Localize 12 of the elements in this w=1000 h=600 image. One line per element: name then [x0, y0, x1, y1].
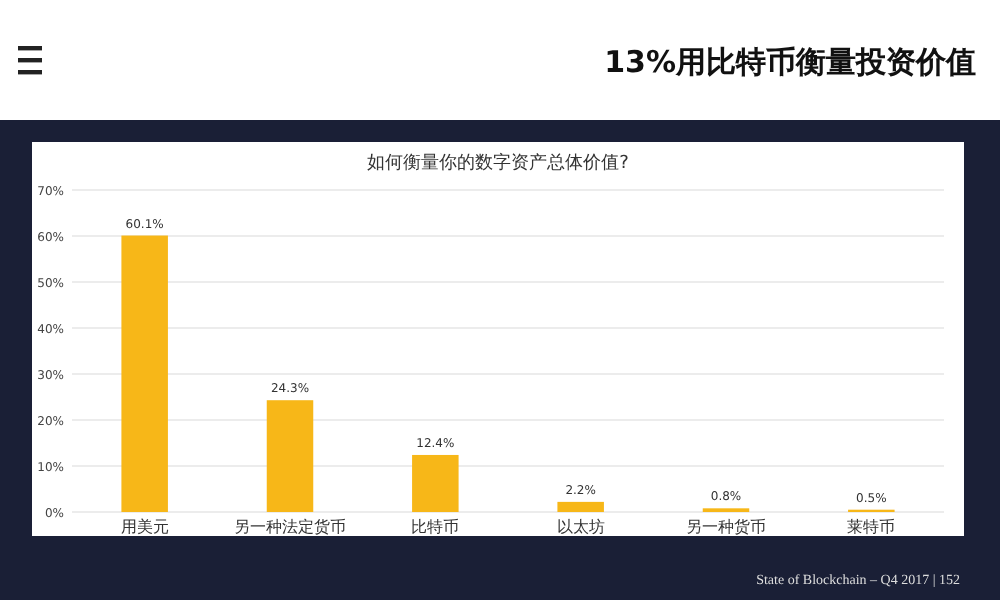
bar: [121, 235, 168, 512]
bar: [557, 501, 604, 512]
x-tick-label: 另一种货币: [686, 518, 766, 536]
x-tick-label: 莱特币: [847, 518, 896, 536]
bar: [266, 400, 314, 512]
x-tick-label: 另一种法定货币: [234, 518, 346, 536]
x-tick-label: 用美元: [120, 518, 169, 536]
chart-title: 如何衡量你的数字资产总体价值?: [367, 152, 630, 174]
x-tick-label: 比特币: [411, 518, 460, 536]
chart-subtitle: 13%用比特币衡量投资价值: [604, 44, 976, 80]
x-tick-label: 以太坊: [556, 518, 605, 536]
bar: [412, 454, 459, 512]
